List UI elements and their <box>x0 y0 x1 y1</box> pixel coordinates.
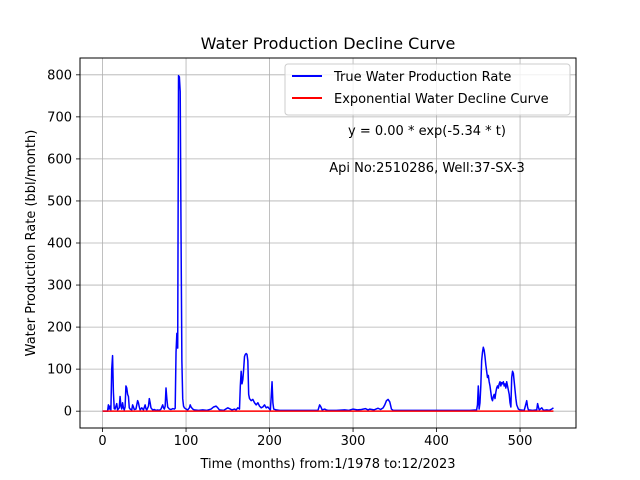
x-tick-label: 100 <box>174 434 199 449</box>
y-tick-label: 0 <box>64 405 72 420</box>
y-tick-label: 800 <box>47 68 72 83</box>
y-tick-label: 600 <box>47 152 72 167</box>
series-layer <box>102 74 554 412</box>
equation-annotation: y = 0.00 * exp(-5.34 * t) <box>348 124 506 139</box>
well-annotation: Api No:2510286, Well:37-SX-3 <box>329 161 525 176</box>
y-tick-label: 700 <box>47 110 72 125</box>
x-tick-label: 200 <box>257 434 282 449</box>
y-tick-label: 200 <box>47 321 72 336</box>
y-tick-label: 400 <box>47 237 72 252</box>
y-tick-label: 500 <box>47 194 72 209</box>
legend: True Water Production Rate Exponential W… <box>284 63 571 116</box>
legend-label-true-rate: True Water Production Rate <box>333 70 511 85</box>
legend-label-exponential-curve: Exponential Water Decline Curve <box>334 92 549 107</box>
x-tick-label: 400 <box>424 434 449 449</box>
true-water-production-line <box>102 74 554 412</box>
chart-title: Water Production Decline Curve <box>201 34 456 53</box>
y-tick-label: 300 <box>47 279 72 294</box>
legend-box <box>284 63 571 116</box>
x-tick-label: 300 <box>341 434 366 449</box>
y-axis-label: Water Production Rate (bbl/month) <box>24 130 39 357</box>
x-axis-label: Time (months) from:1/1978 to:12/2023 <box>199 457 455 472</box>
x-tick-label: 500 <box>508 434 533 449</box>
axis-ticks: 0 100 200 300 400 500 0 100 200 300 400 500 600 700 80… <box>47 68 532 449</box>
x-tick-label: 0 <box>98 434 106 449</box>
y-tick-label: 100 <box>47 363 72 378</box>
